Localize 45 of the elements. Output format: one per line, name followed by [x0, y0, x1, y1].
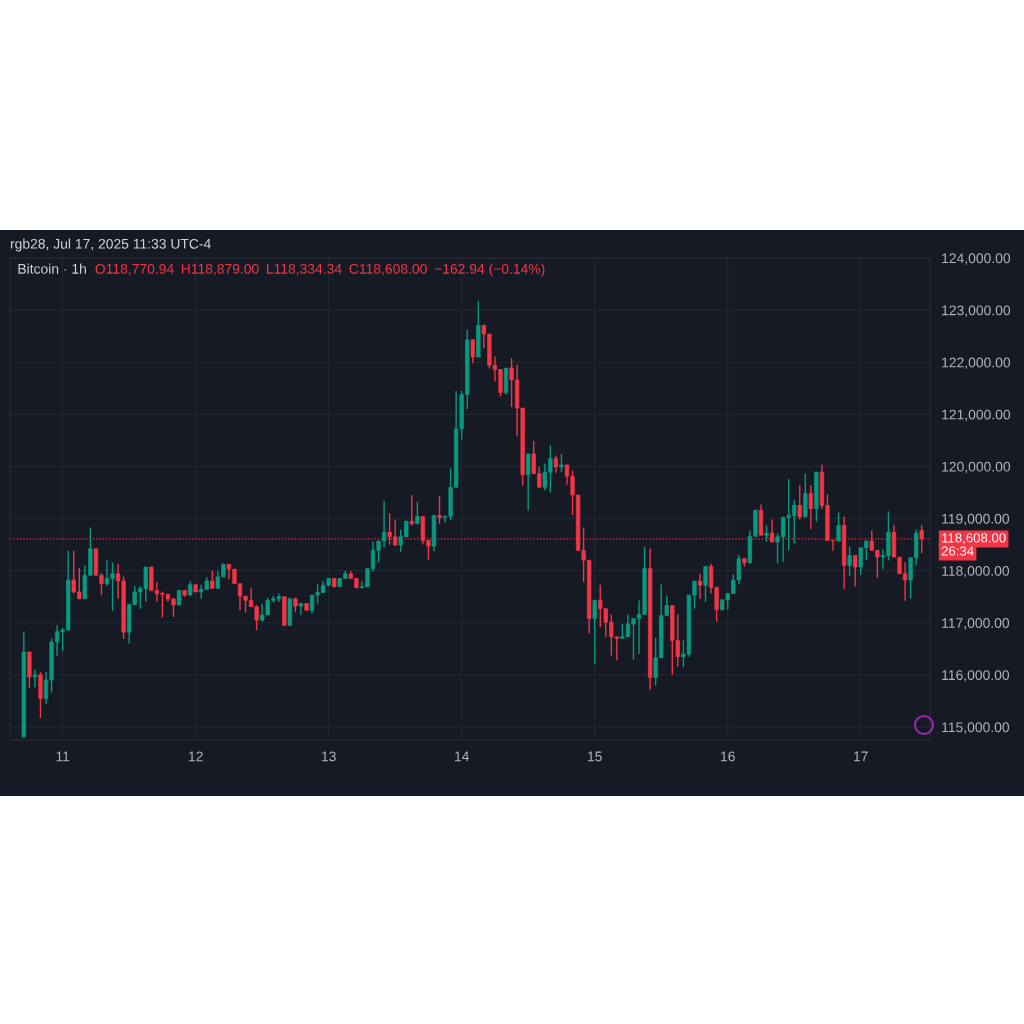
candlestick — [409, 494, 414, 527]
candlestick — [526, 453, 531, 511]
x-tick-label: 12 — [189, 751, 203, 762]
y-tick-label: 116,000.00 — [942, 670, 1010, 682]
y-tick-label: 115,000.00 — [942, 722, 1010, 734]
candlestick — [437, 494, 442, 525]
y-tick-label: 117,000.00 — [942, 618, 1010, 630]
candlestick — [32, 668, 38, 689]
y-tick-label: 121,000.00 — [942, 409, 1011, 422]
y-tick-label: 120,000.00 — [942, 461, 1011, 474]
ref-line-label: 118,608.00 — [942, 533, 1006, 545]
candlestick — [919, 524, 924, 554]
annotation: C118,608.00 — [349, 263, 427, 276]
candlestick — [847, 545, 852, 577]
candlestick — [415, 501, 420, 525]
x-tick-label: 11 — [56, 751, 70, 762]
candlestick — [38, 671, 43, 719]
x-tick-label: 17 — [854, 751, 868, 762]
candlestick — [836, 511, 841, 542]
chart-subtitle: rgb28, Jul 17, 2025 11:33 UTC-4 — [10, 238, 211, 252]
annotation: O118,770.94 — [95, 263, 174, 276]
candlestick — [470, 339, 475, 364]
y-tick-label: 124,000.00 — [942, 253, 1011, 265]
y-tick-label: 122,000.00 — [942, 357, 1011, 370]
candlestick — [298, 602, 304, 616]
x-tick-label: 16 — [721, 751, 735, 762]
candlestick — [697, 573, 703, 600]
candlestick — [703, 565, 708, 603]
candlestick — [559, 453, 564, 473]
candlestick — [808, 484, 813, 530]
annotation: −162.94 (−0.14%) — [434, 263, 545, 277]
annotation: L118,334.34 — [267, 263, 342, 276]
candlestick — [803, 473, 808, 518]
y-tick-label: 118,000.00 — [942, 565, 1010, 578]
x-tick-label: 13 — [322, 751, 336, 762]
x-tick-label: 15 — [588, 751, 602, 762]
x-tick-label: 14 — [455, 751, 470, 762]
text: 26:34 — [941, 546, 974, 556]
candlestick — [592, 599, 597, 666]
candlestick — [853, 554, 858, 587]
y-tick-label: 119,000.00 — [942, 513, 1010, 526]
chart-title: Bitcoin · 1h — [18, 263, 86, 274]
annotation: H118,879.00 — [181, 263, 259, 276]
candlestick — [797, 484, 802, 521]
y-tick-label: 123,000.00 — [942, 305, 1011, 317]
